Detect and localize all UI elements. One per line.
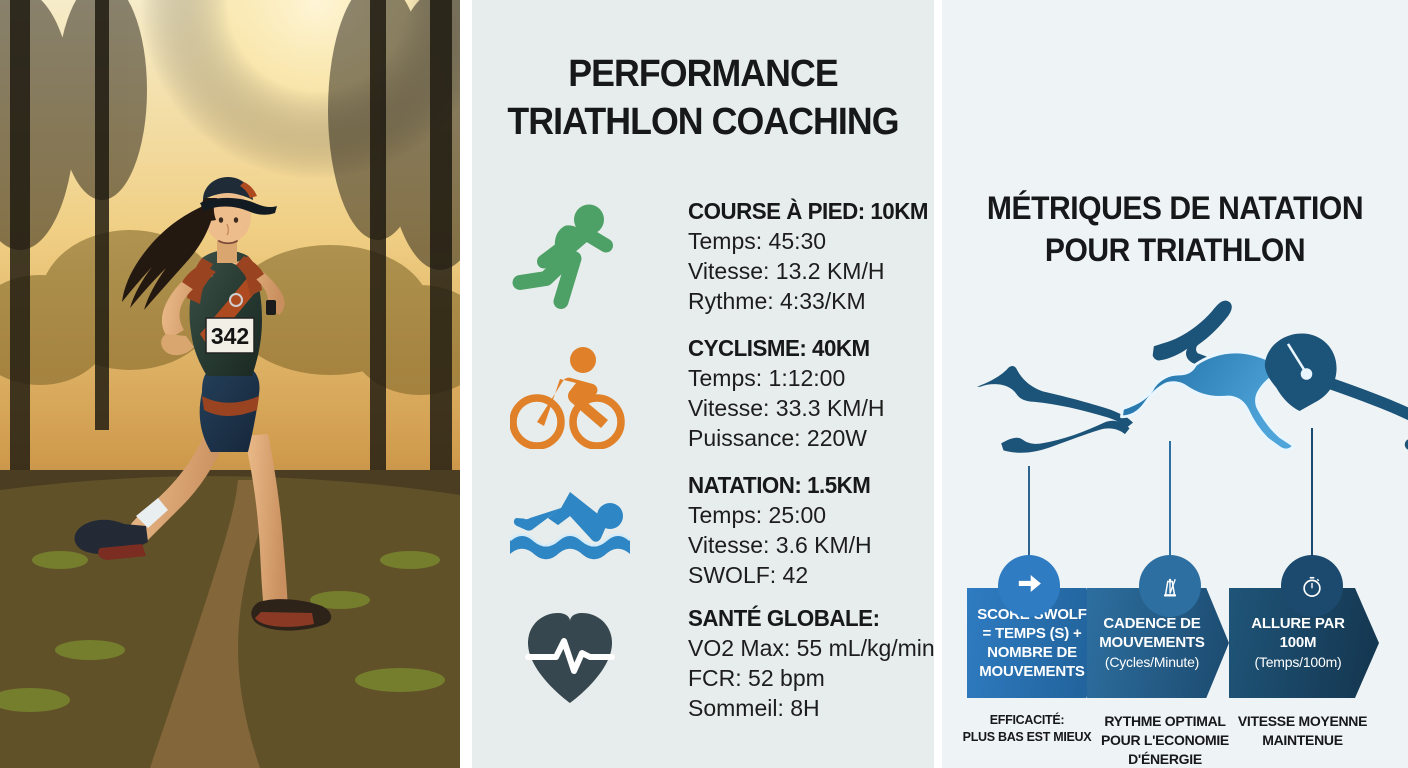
svg-text:342: 342: [211, 323, 249, 349]
